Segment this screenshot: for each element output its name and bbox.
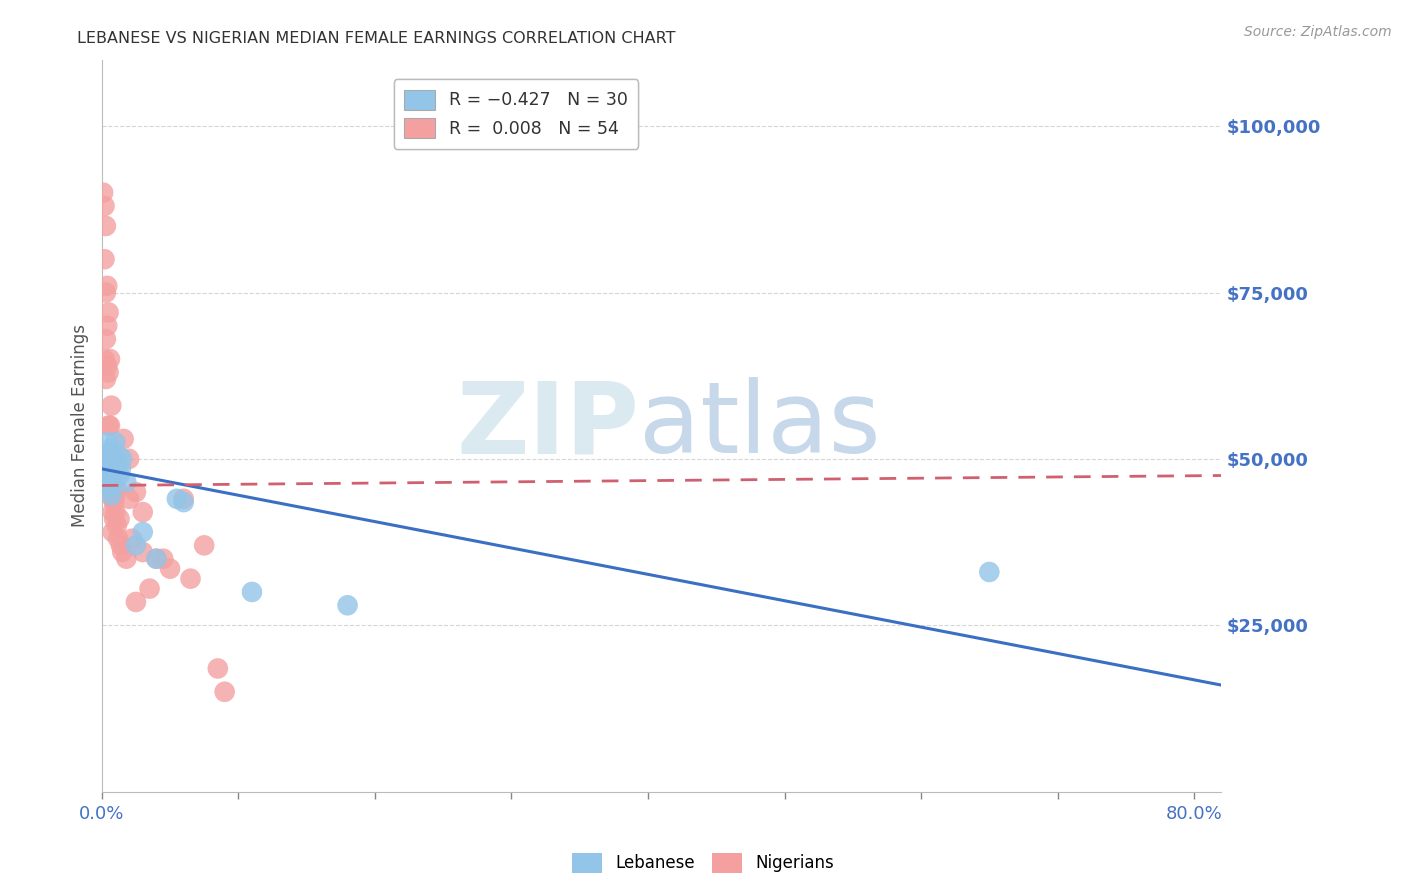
Point bbox=[240, 585, 263, 599]
Point bbox=[193, 538, 215, 552]
Point bbox=[104, 505, 127, 519]
Point bbox=[138, 582, 160, 596]
Point bbox=[98, 418, 121, 433]
Point bbox=[107, 532, 129, 546]
Point bbox=[98, 465, 121, 479]
Point bbox=[97, 305, 120, 319]
Point bbox=[115, 551, 138, 566]
Point bbox=[93, 252, 115, 267]
Point bbox=[159, 562, 181, 576]
Point bbox=[108, 468, 131, 483]
Point bbox=[101, 524, 124, 539]
Point bbox=[101, 478, 124, 492]
Y-axis label: Median Female Earnings: Median Female Earnings bbox=[72, 324, 89, 527]
Point bbox=[98, 449, 121, 463]
Point bbox=[101, 462, 124, 476]
Point bbox=[93, 352, 115, 367]
Point bbox=[100, 445, 122, 459]
Point bbox=[100, 442, 122, 456]
Point bbox=[105, 518, 128, 533]
Point bbox=[125, 595, 148, 609]
Point bbox=[101, 449, 124, 463]
Point bbox=[132, 505, 155, 519]
Point bbox=[97, 462, 120, 476]
Point bbox=[104, 488, 127, 502]
Point bbox=[112, 432, 135, 446]
Point bbox=[173, 491, 195, 506]
Text: atlas: atlas bbox=[640, 377, 880, 474]
Point bbox=[105, 462, 128, 476]
Point bbox=[108, 512, 131, 526]
Point bbox=[94, 449, 117, 463]
Point bbox=[103, 495, 125, 509]
Point bbox=[97, 468, 120, 483]
Point bbox=[97, 418, 120, 433]
Legend: Lebanese, Nigerians: Lebanese, Nigerians bbox=[565, 847, 841, 880]
Point bbox=[118, 491, 141, 506]
Point bbox=[105, 482, 128, 496]
Point bbox=[94, 285, 117, 300]
Point bbox=[103, 512, 125, 526]
Point bbox=[104, 455, 127, 469]
Text: LEBANESE VS NIGERIAN MEDIAN FEMALE EARNINGS CORRELATION CHART: LEBANESE VS NIGERIAN MEDIAN FEMALE EARNI… bbox=[77, 31, 676, 46]
Point bbox=[96, 318, 118, 333]
Point bbox=[94, 332, 117, 346]
Text: ZIP: ZIP bbox=[457, 377, 640, 474]
Point bbox=[152, 551, 174, 566]
Point bbox=[132, 524, 155, 539]
Point bbox=[111, 545, 134, 559]
Point bbox=[96, 278, 118, 293]
Point bbox=[101, 491, 124, 506]
Text: Source: ZipAtlas.com: Source: ZipAtlas.com bbox=[1244, 25, 1392, 39]
Point bbox=[100, 472, 122, 486]
Point bbox=[111, 451, 134, 466]
Point bbox=[115, 475, 138, 490]
Point bbox=[101, 505, 124, 519]
Point bbox=[214, 685, 236, 699]
Point bbox=[93, 462, 115, 476]
Point bbox=[97, 365, 120, 379]
Point bbox=[180, 572, 202, 586]
Point bbox=[103, 475, 125, 490]
Point bbox=[104, 435, 127, 450]
Point bbox=[91, 186, 114, 200]
Point bbox=[98, 352, 121, 367]
Point bbox=[98, 482, 121, 496]
Point bbox=[979, 565, 1001, 579]
Point bbox=[100, 488, 122, 502]
Point bbox=[93, 199, 115, 213]
Point bbox=[118, 451, 141, 466]
Point bbox=[125, 538, 148, 552]
Point bbox=[207, 661, 229, 675]
Point bbox=[110, 538, 132, 552]
Point bbox=[100, 485, 122, 500]
Point bbox=[107, 449, 129, 463]
Legend: R = −0.427   N = 30, R =  0.008   N = 54: R = −0.427 N = 30, R = 0.008 N = 54 bbox=[394, 79, 638, 149]
Point bbox=[125, 485, 148, 500]
Point bbox=[100, 399, 122, 413]
Point bbox=[336, 599, 359, 613]
Point bbox=[166, 491, 188, 506]
Point bbox=[121, 532, 143, 546]
Point bbox=[145, 551, 167, 566]
Point bbox=[96, 435, 118, 450]
Point bbox=[94, 219, 117, 233]
Point bbox=[96, 359, 118, 373]
Point bbox=[94, 372, 117, 386]
Point bbox=[173, 495, 195, 509]
Point bbox=[110, 462, 132, 476]
Point bbox=[96, 455, 118, 469]
Point bbox=[132, 545, 155, 559]
Point bbox=[98, 451, 121, 466]
Point bbox=[145, 551, 167, 566]
Point bbox=[94, 472, 117, 486]
